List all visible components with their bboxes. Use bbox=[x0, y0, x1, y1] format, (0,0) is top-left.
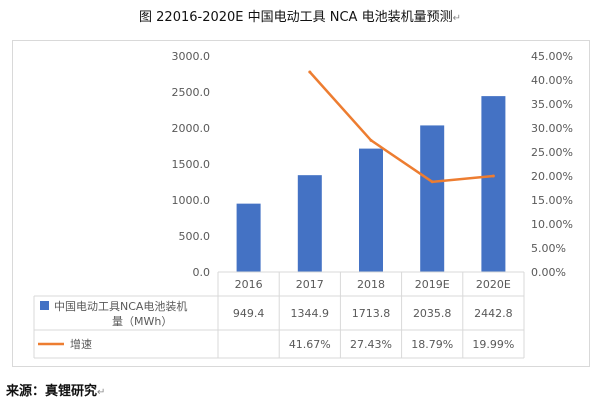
line-point bbox=[369, 138, 373, 142]
y-tick-label: 0.0 bbox=[193, 266, 211, 279]
line-point bbox=[308, 70, 312, 74]
bar-value-cell: 1344.9 bbox=[291, 307, 330, 320]
y-tick-label: 2500.0 bbox=[172, 86, 211, 99]
y2-tick-label: 20.00% bbox=[531, 170, 573, 183]
growth-value-cell: 19.99% bbox=[472, 338, 514, 351]
y2-tick-label: 45.00% bbox=[531, 50, 573, 63]
y2-tick-label: 5.00% bbox=[531, 242, 566, 255]
y2-tick-label: 35.00% bbox=[531, 98, 573, 111]
x-tick-label: 2018 bbox=[357, 278, 385, 291]
source-note: 来源：真锂研究↵ bbox=[6, 380, 105, 399]
y-tick-label: 500.0 bbox=[179, 230, 211, 243]
bar bbox=[297, 175, 322, 272]
chart-frame bbox=[12, 40, 590, 367]
y-tick-label: 1500.0 bbox=[172, 158, 211, 171]
line-point bbox=[430, 180, 434, 184]
bar-value-cell: 2035.8 bbox=[413, 307, 452, 320]
legend-label-bar-line1: 中国电动工具NCA电池装机 bbox=[54, 299, 187, 313]
x-tick-label: 2016 bbox=[235, 278, 263, 291]
line-point bbox=[491, 174, 495, 178]
y2-tick-label: 15.00% bbox=[531, 194, 573, 207]
bar bbox=[359, 148, 383, 272]
bar-value-cell: 949.4 bbox=[233, 307, 265, 320]
chart-title-text: 图 22016-2020E 中国电动工具 NCA 电池装机量预测 bbox=[139, 10, 453, 25]
legend-swatch-bar bbox=[40, 301, 49, 310]
source-text: 来源：真锂研究 bbox=[6, 384, 98, 399]
legend-label-line: 增速 bbox=[70, 337, 92, 351]
chart-title: 图 22016-2020E 中国电动工具 NCA 电池装机量预测↵ bbox=[0, 6, 600, 25]
return-mark: ↵ bbox=[452, 13, 461, 24]
x-tick-label: 2017 bbox=[296, 278, 324, 291]
bar bbox=[481, 96, 506, 272]
x-tick-label: 2020E bbox=[476, 278, 511, 291]
y-tick-label: 1000.0 bbox=[172, 194, 211, 207]
growth-line bbox=[308, 71, 494, 184]
y-tick-label: 2000.0 bbox=[172, 122, 211, 135]
y2-tick-label: 30.00% bbox=[531, 122, 573, 135]
bar bbox=[420, 125, 445, 273]
bar bbox=[236, 203, 261, 272]
growth-value-cell: 18.79% bbox=[411, 338, 453, 351]
legend-label-bar-line2: 量（MWh） bbox=[112, 315, 172, 328]
bar-value-cell: 1713.8 bbox=[352, 307, 391, 320]
y2-tick-label: 40.00% bbox=[531, 74, 573, 87]
x-tick-label: 2019E bbox=[415, 278, 450, 291]
y2-tick-label: 25.00% bbox=[531, 146, 573, 159]
bar-value-cell: 2442.8 bbox=[474, 307, 513, 320]
y2-tick-label: 0.00% bbox=[531, 266, 566, 279]
growth-value-cell: 27.43% bbox=[350, 338, 392, 351]
growth-value-cell: 41.67% bbox=[289, 338, 331, 351]
y-tick-label: 3000.0 bbox=[172, 50, 211, 63]
y2-tick-label: 10.00% bbox=[531, 218, 573, 231]
source-return-mark: ↵ bbox=[97, 387, 106, 398]
